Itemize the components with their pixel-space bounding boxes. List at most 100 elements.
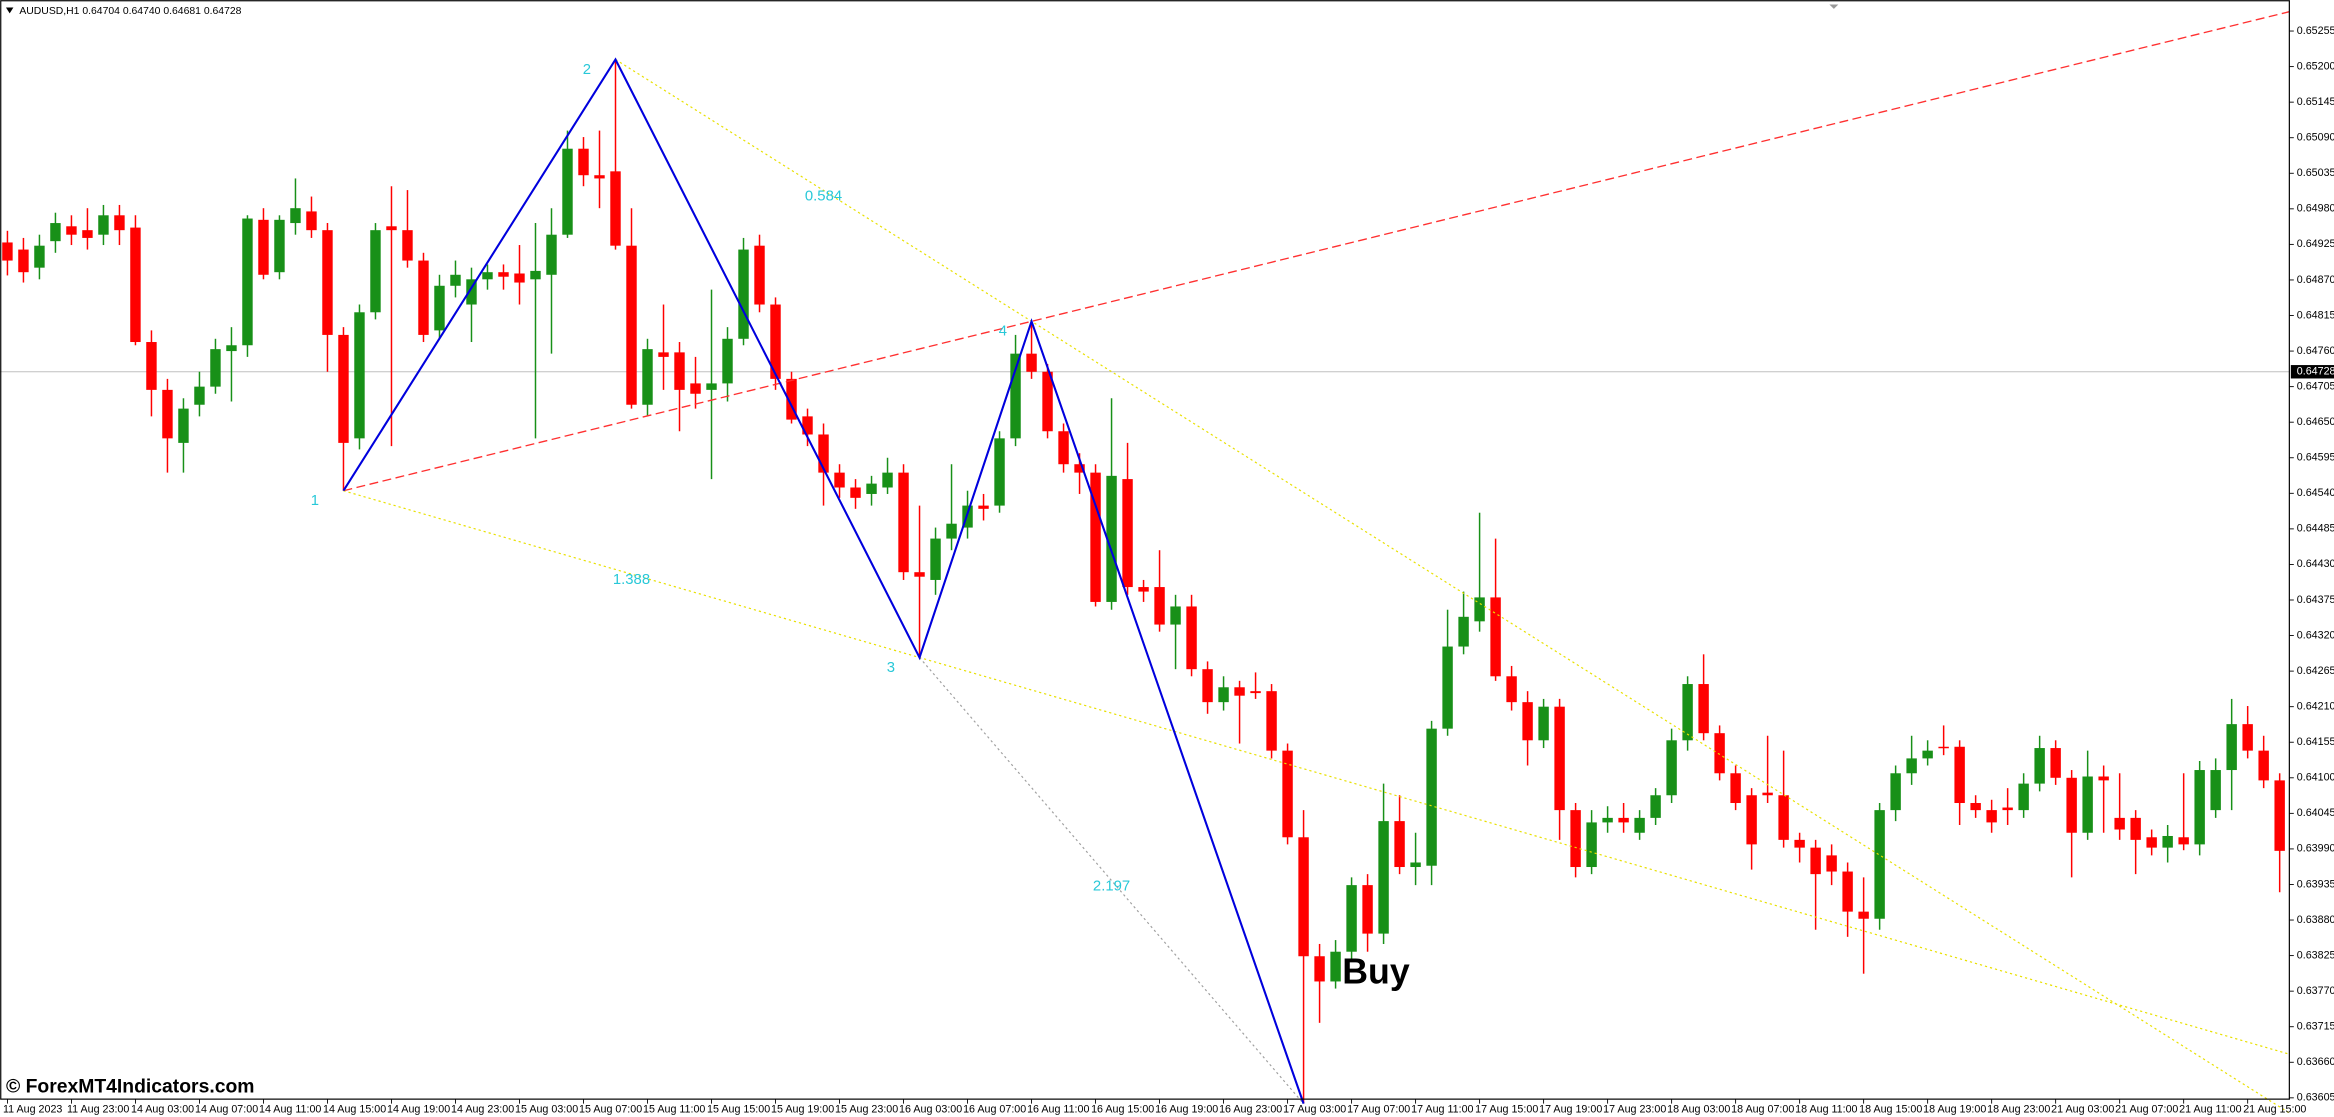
candle-body — [594, 175, 605, 179]
y-tick-label: 0.64760 — [2297, 345, 2334, 357]
candle-body — [610, 171, 621, 246]
candle-body — [354, 312, 365, 439]
candle-body — [1906, 758, 1917, 774]
candle-body — [786, 378, 797, 420]
candle-body — [2, 242, 13, 261]
candle-body — [802, 416, 813, 435]
y-tick-label: 0.65035 — [2297, 167, 2334, 179]
candle-body — [770, 304, 781, 379]
point-label: 3 — [887, 660, 895, 676]
candle-body — [674, 352, 685, 390]
candle-body — [1250, 691, 1261, 694]
y-tick-label: 0.64320 — [2297, 629, 2334, 641]
candle-body — [1842, 871, 1853, 912]
y-tick-label: 0.64650 — [2297, 416, 2334, 428]
candle-body — [2114, 817, 2125, 830]
candle-body — [1362, 885, 1373, 934]
x-tick-label: 17 Aug 07:00 — [1347, 1103, 1410, 1115]
ratio-line — [615, 58, 2290, 1114]
candle-body — [1138, 587, 1149, 592]
candle-body — [642, 349, 653, 405]
plot-frame — [0, 0, 2290, 1100]
candle-body — [466, 279, 477, 305]
x-tick-label: 15 Aug 03:00 — [515, 1103, 578, 1115]
candle-body — [1570, 810, 1581, 868]
x-tick-label: 16 Aug 03:00 — [899, 1103, 962, 1115]
pattern-overlay: 1 2 3 4 0.584 1.388 2.197 Buy — [311, 11, 2290, 1114]
candle-body — [1682, 684, 1693, 741]
candle-body — [306, 211, 317, 231]
candle-body — [2034, 748, 2045, 784]
candle-body — [98, 215, 109, 235]
candle-body — [498, 272, 509, 277]
x-tick-label: 15 Aug 11:00 — [643, 1103, 705, 1115]
candle-body — [1042, 371, 1053, 432]
menu-arrow[interactable] — [5, 7, 14, 14]
watermark: © ForexMT4Indicators.com — [6, 1075, 255, 1097]
candle-body — [386, 226, 397, 231]
y-tick-label: 0.63770 — [2297, 985, 2334, 997]
trend-line — [343, 11, 2290, 492]
shift-marker[interactable] — [1829, 4, 1839, 9]
y-tick-label: 0.64155 — [2297, 736, 2334, 748]
x-tick-label: 18 Aug 03:00 — [1667, 1103, 1730, 1115]
candle-body — [1058, 431, 1069, 465]
candle-body — [1106, 475, 1117, 602]
candle-body — [1314, 956, 1325, 982]
y-tick-label: 0.64210 — [2297, 701, 2334, 713]
x-tick-label: 16 Aug 07:00 — [963, 1103, 1026, 1115]
point-label: 4 — [999, 324, 1007, 340]
ratio-label: 0.584 — [805, 188, 842, 204]
candle-body — [1858, 911, 1869, 919]
candle-body — [1474, 597, 1485, 622]
candle-body — [1954, 746, 1965, 804]
candle-body — [1442, 646, 1453, 729]
y-tick-label: 0.64265 — [2297, 665, 2334, 677]
candle-body — [2066, 777, 2077, 833]
x-tick-label: 16 Aug 23:00 — [1219, 1103, 1282, 1115]
x-tick-label: 15 Aug 15:00 — [707, 1103, 770, 1115]
y-tick-label: 0.64870 — [2297, 274, 2334, 286]
candle-body — [1794, 839, 1805, 848]
signal-label: Buy — [1342, 952, 1410, 992]
y-tick-label: 0.63935 — [2297, 878, 2334, 890]
candle-body — [2130, 817, 2141, 840]
chart-title: AUDUSD,H1 0.64704 0.64740 0.64681 0.6472… — [19, 6, 241, 17]
x-tick-label: 21 Aug 07:00 — [2115, 1103, 2178, 1115]
candle-body — [850, 487, 861, 498]
candle-body — [562, 148, 573, 235]
y-tick-label: 0.63660 — [2297, 1056, 2334, 1068]
candle-body — [946, 523, 957, 539]
y-tick-label: 0.63605 — [2297, 1092, 2334, 1104]
candle-body — [1634, 817, 1645, 833]
candle-body — [578, 148, 589, 176]
x-tick-label: 14 Aug 23:00 — [451, 1103, 514, 1115]
x-tick-label: 16 Aug 19:00 — [1155, 1103, 1218, 1115]
x-tick-label: 18 Aug 11:00 — [1795, 1103, 1857, 1115]
candle-body — [1618, 817, 1629, 823]
candle-body — [82, 230, 93, 238]
candle-body — [178, 408, 189, 443]
candle-body — [818, 434, 829, 473]
candle-body — [2242, 724, 2253, 751]
candle-body — [1282, 750, 1293, 838]
candle-body — [1602, 817, 1613, 823]
candle-body — [1298, 837, 1309, 957]
candle-body — [738, 249, 749, 339]
candle-body — [1714, 733, 1725, 774]
candle-body — [50, 223, 61, 242]
candle-body — [1330, 951, 1341, 982]
candle-body — [450, 274, 461, 286]
candle-body — [626, 245, 637, 405]
candle-body — [146, 342, 157, 390]
candle-body — [1010, 353, 1021, 439]
x-tick-label: 18 Aug 19:00 — [1923, 1103, 1986, 1115]
candle-body — [1458, 616, 1469, 647]
candle-body — [1154, 587, 1165, 625]
point-label: 1 — [311, 493, 319, 509]
x-tick-label: 21 Aug 15:00 — [2243, 1103, 2306, 1115]
x-tick-label: 16 Aug 15:00 — [1091, 1103, 1154, 1115]
candle-body — [1074, 464, 1085, 473]
x-tick-label: 18 Aug 07:00 — [1731, 1103, 1794, 1115]
x-tick-label: 17 Aug 23:00 — [1603, 1103, 1666, 1115]
